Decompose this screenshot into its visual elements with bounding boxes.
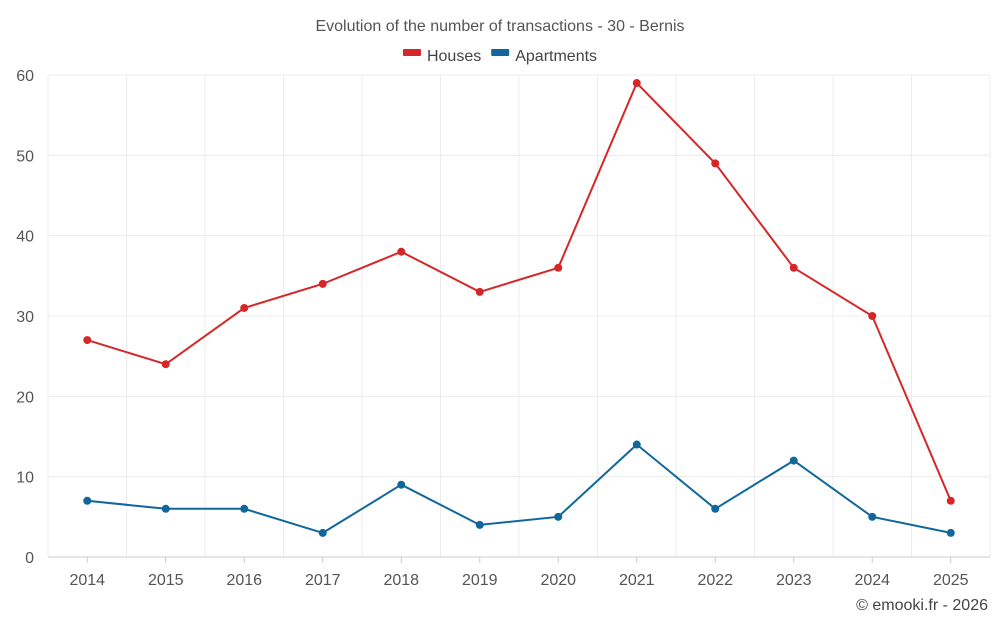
data-point-apartments[interactable] xyxy=(711,504,720,513)
x-axis-ticks: 2014 2015 2016 2017 2018 2019 2020 2021 2022 2023… xyxy=(69,557,969,589)
data-point-houses[interactable] xyxy=(554,263,563,272)
series-group xyxy=(83,79,955,537)
data-point-apartments[interactable] xyxy=(475,520,484,529)
legend-item-apartments[interactable]: Apartments xyxy=(491,48,597,65)
x-tick-label: 2018 xyxy=(383,572,419,589)
data-point-houses[interactable] xyxy=(161,360,170,369)
legend-label-apartments: Apartments xyxy=(515,48,597,65)
x-tick-label: 2019 xyxy=(462,572,498,589)
x-tick-label: 2015 xyxy=(148,572,184,589)
x-tick-label: 2025 xyxy=(933,572,969,589)
y-tick-label: 50 xyxy=(16,148,34,165)
legend-swatch-apartments xyxy=(491,49,510,56)
data-point-apartments[interactable] xyxy=(83,496,92,505)
y-tick-label: 40 xyxy=(16,229,34,246)
data-point-apartments[interactable] xyxy=(946,528,955,537)
data-point-apartments[interactable] xyxy=(318,528,327,537)
x-tick-label: 2021 xyxy=(619,572,655,589)
series-line-houses xyxy=(86,81,952,502)
data-point-houses[interactable] xyxy=(397,247,406,256)
y-tick-label: 0 xyxy=(25,550,34,567)
legend: Houses Apartments xyxy=(402,48,597,65)
y-tick-label: 20 xyxy=(16,389,34,406)
y-tick-label: 30 xyxy=(16,309,34,326)
data-point-apartments[interactable] xyxy=(397,480,406,489)
data-point-apartments[interactable] xyxy=(632,440,641,449)
data-point-houses[interactable] xyxy=(318,279,327,288)
legend-item-houses[interactable]: Houses xyxy=(402,48,481,65)
x-tick-label: 2022 xyxy=(697,572,733,589)
y-tick-label: 60 xyxy=(16,68,34,85)
data-point-houses[interactable] xyxy=(83,336,92,345)
legend-label-houses: Houses xyxy=(427,48,481,65)
data-point-apartments[interactable] xyxy=(240,504,249,513)
data-point-apartments[interactable] xyxy=(554,512,563,521)
series-apartments xyxy=(83,440,955,537)
y-tick-label: 10 xyxy=(16,470,34,487)
chart-title: Evolution of the number of transactions … xyxy=(315,18,684,35)
credit-text: © emooki.fr - 2026 xyxy=(856,597,988,614)
y-axis-ticks: 0 10 20 30 40 50 60 xyxy=(16,68,34,567)
x-tick-label: 2017 xyxy=(305,572,341,589)
data-point-houses[interactable] xyxy=(240,303,249,312)
legend-swatch-houses xyxy=(402,49,421,56)
x-tick-label: 2016 xyxy=(226,572,262,589)
series-houses xyxy=(83,79,955,505)
data-point-houses[interactable] xyxy=(946,496,955,505)
series-line-apartments xyxy=(87,443,951,534)
data-point-houses[interactable] xyxy=(789,263,798,272)
grid xyxy=(47,74,991,558)
x-tick-label: 2020 xyxy=(540,572,576,589)
x-tick-label: 2024 xyxy=(854,572,890,589)
data-point-houses[interactable] xyxy=(475,287,484,296)
data-point-houses[interactable] xyxy=(711,159,720,168)
data-point-houses[interactable] xyxy=(632,79,641,88)
x-tick-label: 2023 xyxy=(776,572,812,589)
data-point-apartments[interactable] xyxy=(161,504,170,513)
data-point-apartments[interactable] xyxy=(789,456,798,465)
data-point-apartments[interactable] xyxy=(868,512,877,521)
data-point-houses[interactable] xyxy=(868,312,877,320)
x-tick-label: 2014 xyxy=(69,572,105,589)
